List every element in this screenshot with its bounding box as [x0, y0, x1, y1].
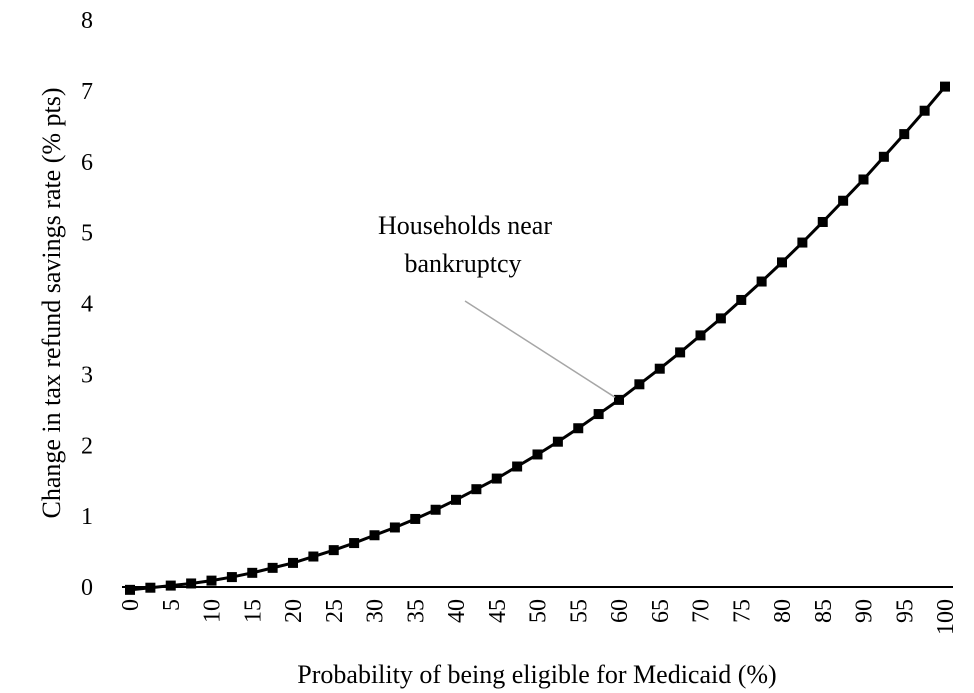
data-point: [410, 513, 421, 524]
data-point: [328, 545, 339, 556]
data-point: [206, 575, 217, 586]
data-point: [756, 276, 767, 287]
data-point: [573, 423, 584, 434]
y-axis-ticks: 0 1 2 3 4 5 6 7 8: [81, 8, 93, 601]
data-point: [389, 522, 400, 533]
x-tick-label: 45: [485, 599, 511, 623]
x-tick-label: 50: [526, 599, 552, 623]
x-tick-label: 100: [933, 599, 959, 635]
data-point: [919, 105, 930, 116]
data-point: [838, 195, 849, 206]
y-tick-label: 6: [81, 150, 93, 176]
data-point: [634, 379, 645, 390]
data-point: [797, 237, 808, 248]
y-tick-label: 1: [81, 504, 93, 530]
data-point: [308, 551, 319, 562]
x-tick-label: 65: [648, 599, 674, 623]
x-tick-label: 90: [852, 599, 878, 623]
y-tick-label: 3: [81, 362, 93, 388]
y-axis-title: Change in tax refund savings rate (% pts…: [37, 87, 66, 518]
data-point: [369, 530, 380, 541]
x-tick-label: 0: [118, 599, 144, 611]
x-axis-ticks: 0 5 10 15 20 25 30 35 40 45 50 55 60 65 70 75 80 85 90 95 10…: [118, 599, 959, 635]
y-tick-label: 0: [81, 575, 93, 601]
y-tick-label: 2: [81, 433, 93, 459]
data-point: [512, 461, 523, 472]
data-point: [715, 313, 726, 324]
data-point: [858, 174, 869, 185]
data-point: [654, 363, 665, 374]
data-point: [125, 584, 135, 595]
data-point: [736, 294, 747, 305]
data-point: [491, 473, 502, 484]
x-tick-label: 25: [322, 599, 348, 623]
data-point: [552, 436, 563, 447]
x-tick-label: 55: [566, 599, 592, 623]
data-point: [899, 129, 910, 140]
data-point: [593, 409, 604, 420]
x-tick-label: 95: [892, 599, 918, 623]
data-point: [226, 572, 237, 583]
data-point: [817, 216, 828, 227]
data-point: [247, 567, 258, 578]
data-point: [532, 449, 543, 460]
data-point: [349, 538, 360, 549]
x-axis-title: Probability of being eligible for Medica…: [297, 660, 776, 689]
annotation-text-line-1: Households near: [378, 211, 552, 240]
y-tick-label: 8: [81, 8, 93, 34]
data-point: [940, 81, 950, 92]
data-point: [777, 257, 787, 268]
x-tick-label: 30: [363, 599, 389, 623]
data-point: [675, 347, 686, 358]
data-point: [267, 562, 278, 573]
x-tick-label: 80: [770, 599, 796, 623]
x-tick-label: 35: [403, 599, 429, 623]
annotation-arrow: [464, 300, 616, 398]
x-tick-label: 10: [200, 599, 226, 623]
data-point: [878, 151, 889, 162]
data-point: [145, 582, 156, 593]
data-point: [186, 578, 197, 589]
data-point: [288, 557, 298, 568]
x-tick-label: 20: [281, 599, 307, 623]
y-tick-label: 4: [81, 292, 93, 318]
x-tick-label: 70: [689, 599, 715, 623]
x-tick-label: 75: [729, 599, 755, 623]
data-point: [695, 330, 706, 341]
y-tick-label: 5: [81, 221, 93, 247]
data-point: [430, 504, 441, 515]
x-tick-label: 5: [159, 599, 185, 611]
x-tick-label: 15: [240, 599, 266, 623]
annotation-text-line-2: bankruptcy: [405, 249, 522, 278]
data-point: [165, 580, 176, 591]
data-point: [471, 484, 482, 495]
series-line: [129, 85, 947, 592]
series-markers: [125, 81, 950, 595]
x-tick-label: 40: [444, 599, 470, 623]
x-tick-label: 60: [607, 599, 633, 623]
x-tick-label: 85: [811, 599, 837, 623]
data-point: [614, 394, 624, 405]
y-tick-label: 7: [81, 79, 93, 105]
data-point: [451, 494, 461, 505]
